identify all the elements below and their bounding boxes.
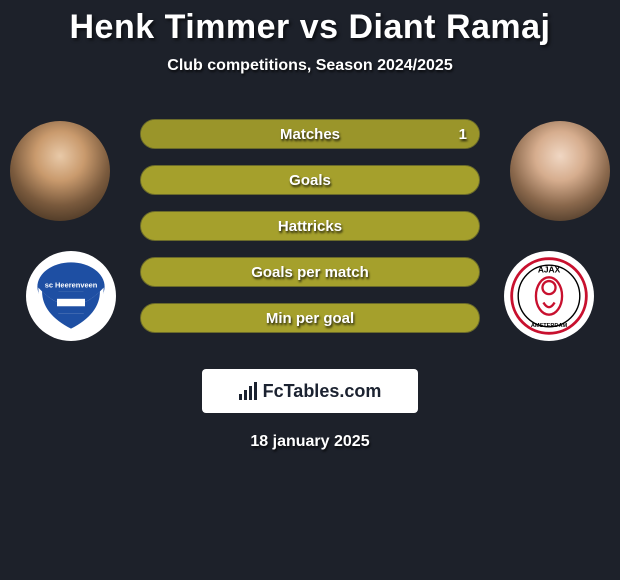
chart-icon: [239, 382, 257, 400]
page-title: Henk Timmer vs Diant Ramaj: [0, 8, 620, 47]
heerenveen-logo-icon: sc Heerenveen: [29, 254, 113, 338]
svg-text:AMSTERDAM: AMSTERDAM: [531, 323, 568, 329]
subtitle: Club competitions, Season 2024/2025: [0, 57, 620, 75]
bar-label: Matches: [280, 126, 340, 143]
main-area: sc Heerenveen AJAX AMSTERDAM Matches 1 Goa…: [0, 105, 620, 365]
comparison-infographic: Henk Timmer vs Diant Ramaj Club competit…: [0, 0, 620, 451]
bar-label: Goals: [289, 172, 331, 189]
stat-bar: Goals: [140, 165, 480, 195]
bar-value-right: 1: [459, 126, 467, 143]
date-label: 18 january 2025: [0, 433, 620, 451]
svg-text:AJAX: AJAX: [538, 265, 561, 275]
watermark: FcTables.com: [202, 369, 418, 413]
ajax-logo-icon: AJAX AMSTERDAM: [507, 254, 591, 338]
player-photo-right: [510, 121, 610, 221]
stat-bar: Goals per match: [140, 257, 480, 287]
player-photo-left: [10, 121, 110, 221]
watermark-text: FcTables.com: [263, 381, 382, 402]
svg-text:sc Heerenveen: sc Heerenveen: [45, 281, 98, 290]
bar-label: Hattricks: [278, 218, 342, 235]
stat-bar: Hattricks: [140, 211, 480, 241]
bar-label: Min per goal: [266, 310, 354, 327]
bar-label: Goals per match: [251, 264, 369, 281]
club-logo-left: sc Heerenveen: [26, 251, 116, 341]
stat-bar: Min per goal: [140, 303, 480, 333]
stat-bars: Matches 1 Goals Hattricks Goals per match Min…: [140, 119, 480, 349]
stat-bar: Matches 1: [140, 119, 480, 149]
club-logo-right: AJAX AMSTERDAM: [504, 251, 594, 341]
